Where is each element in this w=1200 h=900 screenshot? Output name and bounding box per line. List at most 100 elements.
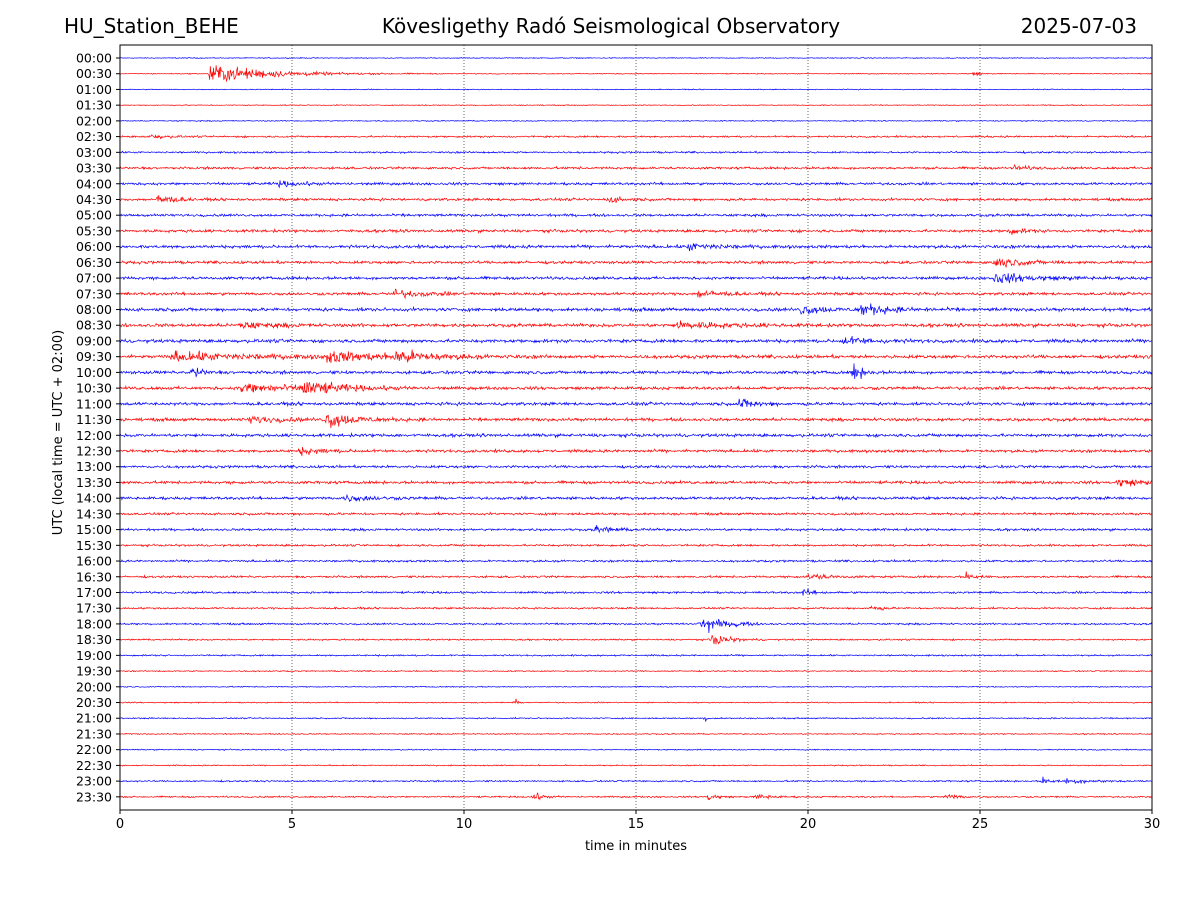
y-tick-label: 08:30 [76,318,112,333]
y-tick-label: 06:00 [76,239,112,254]
trace-2000 [119,685,1153,688]
y-tick-label: 10:30 [76,381,112,396]
trace-1730 [119,605,1153,612]
y-tick-label: 11:30 [76,412,112,427]
trace-0330 [119,164,1153,171]
y-tick-label: 05:30 [76,223,112,238]
trace-1800 [119,618,1153,633]
trace-2200 [119,748,1153,752]
x-tick-label: 10 [456,817,473,832]
x-axis: 0 5 10 15 20 25 30 [116,810,1160,832]
x-tick-label: 0 [116,817,124,832]
trace-0430 [119,195,1153,204]
y-tick-label: 20:30 [76,695,112,710]
trace-0130 [119,103,1153,107]
x-tick-label: 20 [800,817,817,832]
trace-1330 [119,479,1153,487]
trace-1630 [119,571,1153,581]
y-tick-label: 17:30 [76,601,112,616]
y-tick-label: 05:00 [76,208,112,223]
trace-2030 [119,698,1153,705]
trace-0030 [119,65,1153,83]
trace-1430 [119,511,1153,517]
trace-1900 [119,653,1153,658]
trace-1030 [119,381,1153,394]
y-tick-label: 16:30 [76,569,112,584]
y-tick-label: 02:00 [76,113,112,128]
trace-0000 [119,56,1153,60]
trace-1000 [119,363,1153,380]
y-tick-label: 15:30 [76,538,112,553]
trace-0700 [119,272,1153,284]
y-tick-label: 09:30 [76,349,112,364]
trace-0230 [119,134,1153,140]
trace-1200 [119,432,1153,439]
y-tick-label: 15:00 [76,522,112,537]
trace-1400 [119,493,1153,503]
y-tick-label: 21:00 [76,711,112,726]
y-tick-label: 16:00 [76,554,112,569]
y-tick-label: 18:30 [76,632,112,647]
y-axis-label: UTC (local time = UTC + 02:00) [51,330,66,535]
y-tick-label: 13:00 [76,459,112,474]
y-tick-label: 22:00 [76,742,112,757]
y-tick-label: 22:30 [76,758,112,773]
trace-1830 [119,634,1153,645]
trace-1700 [119,588,1153,596]
trace-1530 [119,543,1153,548]
y-axis: 00:0000:3001:0001:3002:0002:3003:0003:30… [76,51,120,804]
trace-0100 [119,88,1153,91]
y-tick-label: 18:00 [76,616,112,631]
y-tick-label: 19:30 [76,664,112,679]
x-tick-label: 5 [288,817,296,832]
trace-0400 [119,180,1153,189]
y-tick-label: 00:00 [76,51,112,66]
y-tick-label: 14:00 [76,491,112,506]
y-tick-label: 10:00 [76,365,112,380]
trace-0930 [119,349,1153,364]
station-name: HU_Station_BEHE [64,14,239,38]
trace-0600 [119,243,1153,252]
trace-1500 [119,524,1153,534]
trace-0830 [119,320,1153,330]
y-tick-label: 02:30 [76,129,112,144]
y-tick-label: 12:00 [76,428,112,443]
x-tick-label: 30 [1144,817,1161,832]
y-tick-label: 12:30 [76,444,112,459]
trace-1100 [119,398,1153,408]
y-tick-label: 19:00 [76,648,112,663]
x-tick-label: 25 [972,817,989,832]
trace-1300 [119,463,1153,470]
x-axis-label: time in minutes [585,839,687,854]
y-tick-label: 20:00 [76,679,112,694]
trace-2130 [119,732,1153,736]
y-tick-label: 23:00 [76,774,112,789]
seismic-traces [119,56,1153,801]
trace-0900 [119,335,1153,345]
y-tick-label: 01:00 [76,82,112,97]
y-tick-label: 08:00 [76,302,112,317]
y-tick-label: 11:00 [76,396,112,411]
record-date: 2025-07-03 [1020,14,1137,38]
y-tick-label: 09:00 [76,333,112,348]
x-tick-label: 15 [628,817,645,832]
y-tick-label: 06:30 [76,255,112,270]
y-tick-label: 17:00 [76,585,112,600]
y-tick-label: 03:00 [76,145,112,160]
y-tick-label: 07:30 [76,286,112,301]
trace-2100 [119,716,1153,722]
trace-1230 [119,447,1153,457]
grid-lines [291,45,981,810]
trace-0530 [119,227,1153,235]
trace-2230 [119,764,1153,767]
y-tick-label: 01:30 [76,98,112,113]
y-tick-label: 23:30 [76,789,112,804]
trace-0500 [119,212,1153,218]
trace-2300 [119,776,1153,785]
y-tick-label: 14:30 [76,506,112,521]
y-tick-label: 04:00 [76,176,112,191]
y-tick-label: 21:30 [76,726,112,741]
y-tick-label: 13:30 [76,475,112,490]
observatory-title: Kövesligethy Radó Seismological Observat… [381,14,841,38]
